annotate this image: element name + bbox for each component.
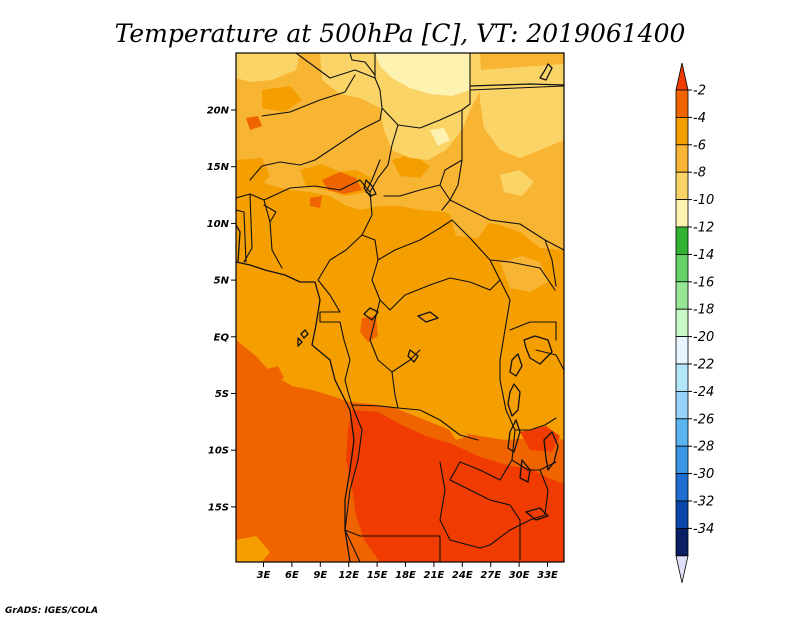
colorbar-swatch: [675, 253, 689, 283]
lon-tick-label: 15E: [367, 570, 388, 581]
colorbar-swatch: [675, 89, 689, 118]
colorbar-bottom-arrow: [675, 555, 689, 583]
colorbar-label: -6: [693, 138, 706, 153]
colorbar-label: -26: [693, 412, 714, 427]
lon-tick-label: 30E: [509, 570, 530, 581]
colorbar-swatch: [675, 199, 689, 228]
colorbar-label: -34: [693, 522, 714, 537]
colorbar-label: -18: [693, 303, 714, 318]
colorbar-label: -10: [693, 193, 714, 208]
lon-tick-label: 18E: [395, 570, 416, 581]
colorbar-swatch: [675, 445, 689, 475]
colorbar-swatch: [675, 226, 689, 255]
colorbar-label: -12: [693, 221, 714, 236]
lat-tick-label: 5N: [214, 276, 230, 287]
colorbar-swatch: [675, 281, 689, 310]
lat-tick-label: EQ: [214, 332, 230, 343]
colorbar-swatch: [675, 117, 689, 146]
latitude-axis: 20N 15N 10N 5N EQ 5S 10S 15S: [207, 106, 236, 513]
lat-tick-label: 20N: [207, 106, 230, 117]
colorbar-swatch: [675, 363, 689, 392]
colorbar-swatch: [675, 144, 689, 173]
coastlines: [236, 63, 564, 562]
colorbar-swatch: [675, 528, 689, 557]
lon-tick-label: 9E: [313, 570, 327, 581]
lat-tick-label: 10N: [207, 219, 230, 230]
longitude-axis: 3E 6E 9E 12E 15E 18E 21E 24E 27E 30E 33E: [257, 562, 558, 581]
colorbar-label: -20: [693, 330, 714, 345]
colorbar-label: -24: [693, 385, 714, 400]
temperature-fill: [236, 53, 564, 562]
lon-tick-label: 3E: [257, 570, 271, 581]
chart-title: Temperature at 500hPa [C], VT: 201906140…: [115, 19, 686, 48]
colorbar-label: -16: [693, 275, 714, 290]
lat-tick-label: 15S: [208, 502, 229, 513]
map-panel: 20N 15N 10N 5N EQ 5S 10S 15S 3E 6E 9E 12E 15E 18E 21E…: [207, 52, 565, 581]
lon-tick-label: 27E: [480, 570, 501, 581]
lon-tick-label: 21E: [424, 570, 445, 581]
colorbar-swatch: [675, 171, 689, 200]
colorbar-label: -4: [693, 111, 706, 126]
colorbar-swatch: [675, 308, 689, 338]
colorbar-label: -22: [693, 358, 714, 373]
lon-tick-label: 33E: [537, 570, 558, 581]
colorbar-swatch: [675, 418, 689, 447]
colorbar-swatch: [675, 390, 689, 420]
lon-tick-label: 24E: [452, 570, 473, 581]
colorbar-label: -32: [693, 495, 714, 510]
map-frame: [235, 52, 565, 563]
lon-tick-label: 12E: [338, 570, 359, 581]
colorbar-label: -30: [693, 467, 714, 482]
lon-tick-label: 6E: [285, 570, 299, 581]
lat-tick-label: 10S: [208, 446, 229, 457]
lat-tick-label: 5S: [215, 389, 229, 400]
colorbar-swatch: [675, 473, 689, 502]
colorbar-label: -8: [693, 166, 706, 181]
colorbar-swatch: [675, 500, 689, 529]
colorbar-top-arrow: [675, 62, 689, 91]
colorbar-label: -14: [693, 248, 714, 263]
grads-credit: GrADS: IGES/COLA: [5, 606, 98, 616]
colorbar: -2 -4 -6 -8 -10 -12 -14 -16 -18 -20 -22 -24 -26 -28 -3…: [675, 62, 714, 583]
lat-tick-label: 15N: [207, 162, 230, 173]
colorbar-label: -2: [693, 84, 706, 99]
country-borders: [236, 53, 564, 562]
colorbar-swatch: [675, 336, 689, 365]
colorbar-label: -28: [693, 440, 714, 455]
